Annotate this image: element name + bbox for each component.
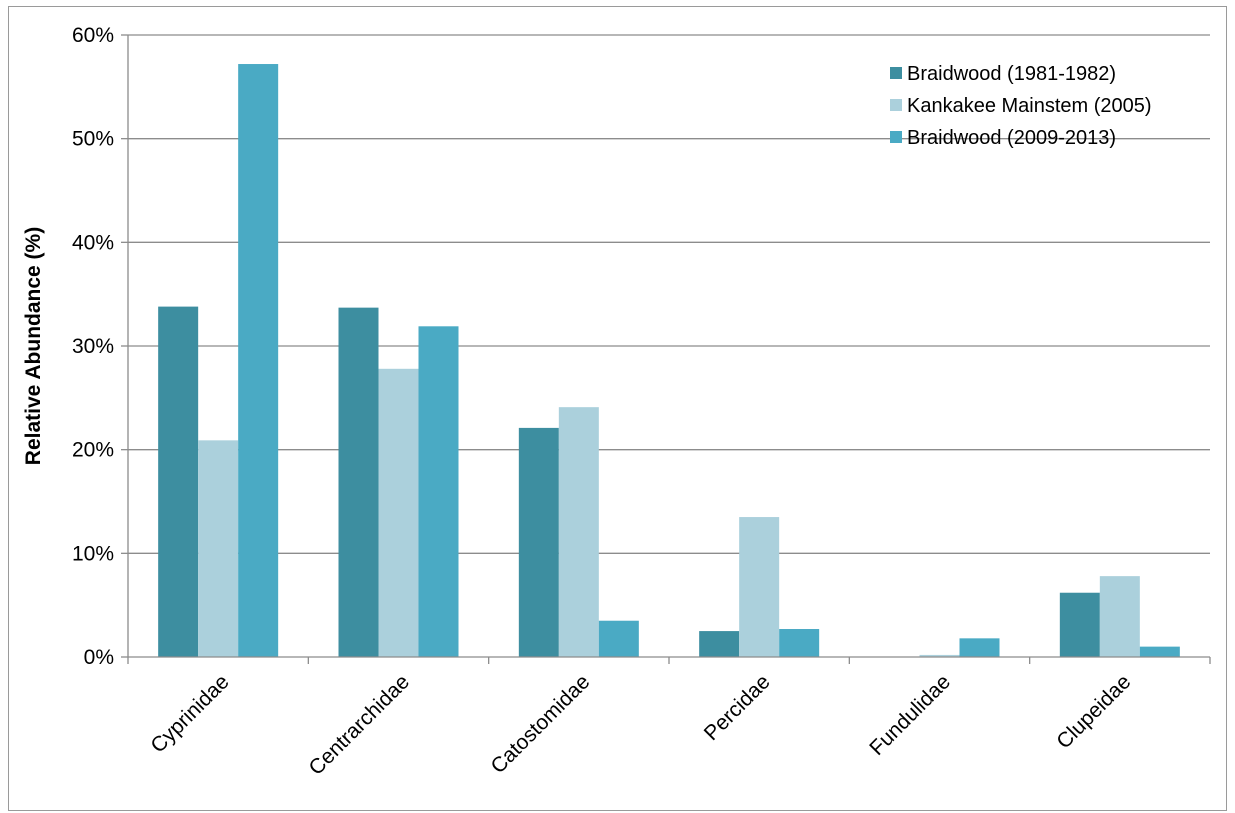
x-tick-label: Catostomidae: [486, 670, 594, 778]
x-tick-label: Cyprinidae: [146, 670, 233, 757]
bar: [598, 620, 639, 657]
bar: [198, 440, 239, 657]
legend-swatch: [890, 99, 902, 111]
bar: [158, 306, 199, 657]
bars: [158, 64, 1180, 657]
x-tick-label: Fundulidae: [865, 670, 955, 760]
x-tick-label: Centrarchidae: [305, 670, 415, 780]
bar: [418, 326, 459, 657]
bar: [919, 654, 960, 657]
bar: [378, 368, 419, 657]
bar: [1059, 592, 1100, 657]
y-tick-label: 50%: [72, 128, 114, 151]
x-tick-labels: Cyprinidae Centrarchidae Catostomidae Perci…: [146, 670, 1135, 780]
bar: [699, 631, 740, 657]
bar: [739, 517, 780, 657]
gridlines: [128, 34, 1210, 554]
y-tick-label: 20%: [72, 439, 114, 462]
bar: [779, 629, 820, 657]
legend-label: Braidwood (1981-1982): [907, 63, 1116, 85]
legend-swatch: [890, 67, 902, 79]
bar: [1139, 646, 1180, 657]
legend: Braidwood (1981-1982) Kankakee Mainstem (…: [890, 63, 1152, 149]
bar: [238, 64, 279, 657]
y-tick-labels: 0% 10% 20% 30% 40% 50% 60%: [72, 24, 114, 669]
y-tick-label: 40%: [72, 231, 114, 254]
bar: [558, 407, 599, 657]
axes: [121, 34, 1211, 664]
legend-swatch: [890, 131, 902, 143]
bar: [518, 427, 559, 657]
y-tick-label: 10%: [72, 542, 114, 565]
legend-label: Braidwood (2009-2013): [907, 127, 1116, 149]
y-tick-label: 30%: [72, 335, 114, 358]
y-tick-label: 0%: [84, 646, 114, 669]
legend-label: Kankakee Mainstem (2005): [907, 95, 1152, 117]
y-tick-label: 60%: [72, 24, 114, 47]
bar: [1099, 576, 1140, 657]
bar: [338, 307, 379, 657]
x-tick-label: Percidae: [700, 670, 775, 745]
x-tick-label: Clupeidae: [1052, 670, 1135, 753]
bar: [959, 638, 1000, 657]
chart-frame: [8, 6, 1227, 811]
y-axis-title: Relative Abundance (%): [22, 227, 45, 465]
